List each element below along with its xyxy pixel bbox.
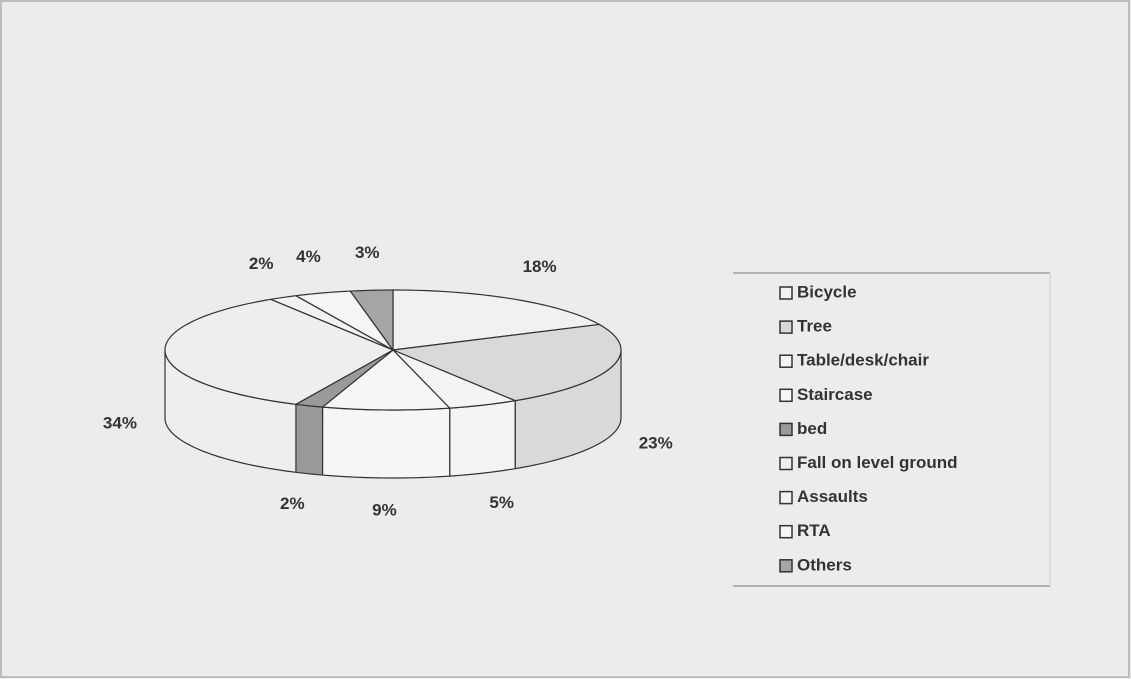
legend-label: Bicycle <box>797 282 857 301</box>
legend-label: Staircase <box>797 385 873 404</box>
slice <box>321 349 451 411</box>
data-label: 5% <box>489 493 514 512</box>
slice-side <box>295 403 324 476</box>
data-label: 9% <box>372 500 397 519</box>
legend-label: Fall on level ground <box>797 453 958 472</box>
slice <box>392 323 622 402</box>
legend-swatch <box>779 490 793 505</box>
legend-label: Assaults <box>797 487 868 506</box>
slice <box>392 349 516 409</box>
slice <box>392 289 600 351</box>
slice <box>349 289 394 351</box>
slice-side <box>449 400 516 477</box>
legend-swatch <box>779 524 793 539</box>
data-label: 2% <box>249 254 274 273</box>
legend-swatch <box>779 354 793 368</box>
legend-label: bed <box>797 419 827 438</box>
slice <box>164 298 394 405</box>
slice <box>270 295 394 351</box>
slice-side <box>321 406 451 479</box>
legend-swatch <box>779 559 793 573</box>
legend-swatch <box>779 286 793 300</box>
legend-label: Tree <box>797 317 832 336</box>
legend-swatch <box>779 422 793 437</box>
data-label: 18% <box>523 257 557 276</box>
legend-label: Others <box>797 555 852 574</box>
legend-swatch <box>779 456 793 471</box>
data-label: 3% <box>355 243 380 262</box>
legend-label: RTA <box>797 521 831 540</box>
legend-swatch <box>779 320 793 334</box>
slice <box>295 349 394 408</box>
legend-swatch <box>779 388 793 403</box>
slice <box>295 290 394 351</box>
legend-label: Table/desk/chair <box>797 351 929 370</box>
data-label: 23% <box>639 433 673 452</box>
data-label: 2% <box>280 494 305 513</box>
data-label: 4% <box>296 247 321 266</box>
data-label: 34% <box>103 413 137 432</box>
